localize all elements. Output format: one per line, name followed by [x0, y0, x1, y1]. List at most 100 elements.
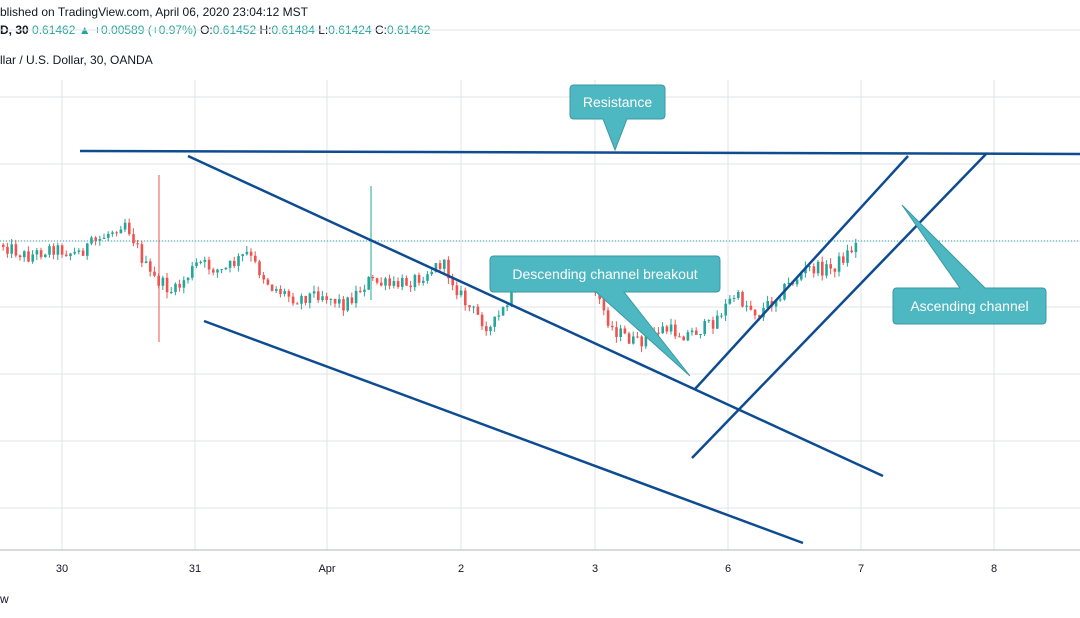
candle-body — [186, 277, 190, 281]
candle-body — [228, 260, 232, 268]
candle-body — [300, 295, 303, 304]
candle-body — [39, 250, 43, 257]
candle-body — [149, 261, 152, 272]
candle-body — [455, 285, 459, 296]
published-info: blished on TradingView.com, April 06, 20… — [0, 5, 308, 19]
candle-body — [699, 334, 702, 336]
callouts: Resistance Descending channel breakout A… — [489, 84, 1047, 377]
candle-body — [766, 301, 769, 308]
candle-body — [325, 296, 328, 300]
candle-body — [333, 298, 337, 304]
x-tick-label: 30 — [56, 563, 68, 575]
candle-body — [405, 278, 408, 286]
candle-body — [728, 298, 732, 304]
candle-body — [384, 278, 387, 286]
candle-body — [27, 251, 30, 262]
candle-body — [489, 326, 492, 332]
candle-body — [854, 242, 858, 253]
candle-body — [627, 333, 631, 344]
candle-body — [380, 282, 383, 286]
candle-body — [23, 251, 26, 258]
candle-body — [94, 237, 97, 241]
candle-body — [451, 278, 454, 286]
candle-body — [804, 267, 807, 274]
candle-body — [6, 246, 9, 254]
x-tick-label: 3 — [592, 563, 598, 575]
candle-body — [690, 330, 694, 333]
candle-body — [371, 277, 375, 279]
candle-body — [837, 256, 841, 272]
candle-body — [119, 229, 123, 234]
candle-body — [703, 321, 706, 335]
ascending-callout[interactable]: Ascending channel — [892, 204, 1047, 325]
candle-body — [312, 291, 316, 294]
candle-body — [237, 256, 240, 267]
candle-body — [644, 336, 648, 347]
candle-body — [44, 254, 47, 257]
candle-body — [224, 267, 228, 270]
candle-body — [741, 291, 744, 307]
resistance-label: Resistance — [583, 94, 652, 110]
candle-body — [178, 283, 181, 288]
candle-body — [816, 261, 820, 274]
candle-body — [220, 269, 223, 271]
candle-body — [443, 259, 446, 269]
candle-body — [52, 246, 55, 255]
candle-body — [493, 316, 496, 327]
candle-body — [426, 274, 429, 281]
candle-body — [657, 332, 660, 334]
x-tick-label: Apr — [318, 563, 335, 575]
candle-body — [245, 251, 249, 255]
candle-body — [417, 275, 421, 283]
candle-body — [665, 326, 669, 332]
candle-body — [140, 244, 144, 263]
candle-body — [165, 277, 169, 293]
candle-body — [249, 251, 253, 256]
candle-body — [800, 273, 803, 280]
candle-body — [392, 281, 396, 286]
candle-body — [825, 264, 828, 276]
ascending-label: Ascending channel — [910, 298, 1028, 314]
candle-body — [636, 336, 639, 338]
candle-body — [254, 255, 257, 262]
candle-body — [107, 233, 110, 238]
candle-body — [724, 303, 727, 316]
candle-body — [779, 299, 782, 301]
candle-body — [132, 234, 135, 244]
candle-body — [682, 336, 685, 341]
candle-body — [31, 254, 34, 262]
descending-channel-upper — [187, 154, 884, 478]
candle-body — [711, 320, 715, 329]
symbol-title: llar / U.S. Dollar, 30, OANDA — [0, 53, 153, 67]
candle-body — [81, 250, 85, 256]
candle-body — [506, 305, 509, 308]
candle-body — [485, 326, 488, 332]
candle-body — [73, 251, 76, 254]
footer-text: w — [0, 592, 9, 606]
candle-body — [153, 271, 156, 276]
candle-body — [262, 275, 265, 280]
candle-body — [745, 305, 748, 307]
candle-body — [833, 268, 837, 272]
candle-body — [850, 250, 853, 253]
candle-body — [10, 244, 13, 254]
trendlines — [79, 149, 1080, 545]
candle-body — [338, 299, 341, 304]
resistance-callout[interactable]: Resistance — [569, 84, 666, 152]
candle-body — [678, 336, 681, 338]
candle-body — [56, 245, 60, 255]
candle-body — [191, 266, 194, 278]
candle-body — [329, 298, 333, 300]
candle-body — [422, 280, 425, 283]
candle-body — [720, 315, 723, 317]
candle-body — [632, 336, 635, 344]
candle-body — [86, 243, 89, 256]
candle-body — [275, 289, 278, 291]
candle-body — [476, 306, 480, 315]
breakout-callout[interactable]: Descending channel breakout — [489, 255, 721, 377]
candle-body — [283, 291, 286, 294]
x-tick-label: 2 — [458, 563, 464, 575]
candle-body — [401, 278, 404, 287]
candle-body — [619, 328, 622, 337]
